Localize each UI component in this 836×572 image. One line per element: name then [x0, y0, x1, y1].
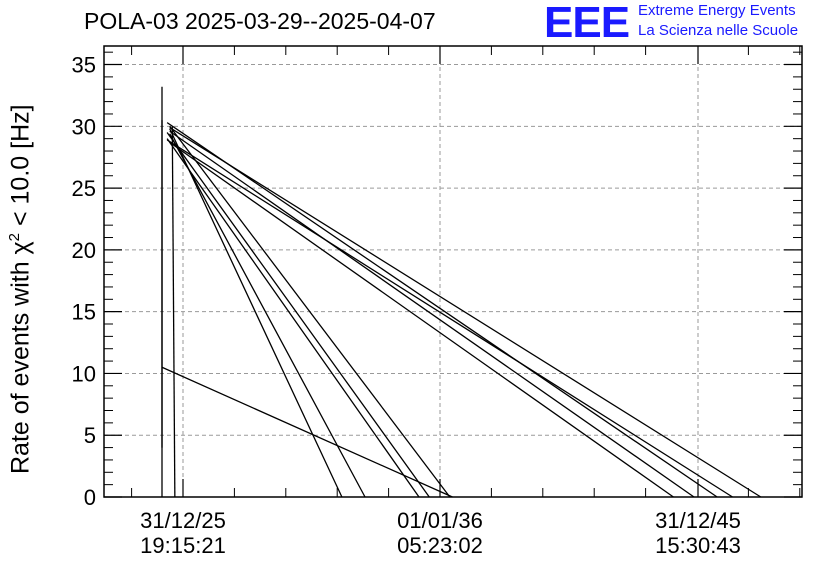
- logo-line-2: La Scienza nelle Scuole: [638, 22, 799, 39]
- data-line-segment: [169, 130, 695, 498]
- x-tick-date: 31/12/25: [140, 508, 226, 533]
- data-line-segment: [169, 141, 674, 498]
- data-line-segment: [166, 132, 430, 498]
- y-tick-label: 30: [72, 114, 96, 139]
- data-line-segment: [166, 139, 733, 498]
- axis-ticks: 0 5 10 15 20 25 30 35: [72, 46, 802, 510]
- data-line-segment: [166, 138, 420, 498]
- data-lines: [161, 86, 762, 498]
- x-tick-time: 15:30:43: [655, 533, 741, 558]
- y-axis-label: Rate of events with χ2 < 10.0 [Hz]: [6, 104, 35, 474]
- y-axis-label-sup: 2: [6, 232, 23, 242]
- y-tick-label: 20: [72, 238, 96, 263]
- data-line-segment: [169, 126, 762, 498]
- y-tick-label: 0: [84, 485, 96, 510]
- chart-title: POLA-03 2025-03-29--2025-04-07: [84, 8, 436, 34]
- logo-line-1: Extreme Energy Events: [638, 2, 796, 19]
- data-line-segment: [171, 126, 176, 498]
- y-tick-label: 25: [72, 176, 96, 201]
- x-tick-time: 19:15:21: [140, 533, 226, 558]
- data-line-segment: [169, 128, 343, 498]
- x-tick-time: 05:23:02: [397, 533, 483, 558]
- y-tick-label: 15: [72, 300, 96, 325]
- data-line-segment: [169, 133, 366, 498]
- x-tick-date: 31/12/45: [655, 508, 741, 533]
- data-line-segment: [161, 366, 453, 498]
- y-tick-label: 35: [72, 53, 96, 78]
- x-tick-label: 31/12/45 15:30:43: [618, 508, 778, 558]
- y-tick-label: 5: [84, 423, 96, 448]
- grid-lines: [104, 46, 802, 497]
- x-tick-label: 31/12/25 19:15:21: [103, 508, 263, 558]
- y-tick-label: 10: [72, 361, 96, 386]
- x-tick-label: 01/01/36 05:23:02: [360, 508, 520, 558]
- eee-logo-mark: EEE: [544, 0, 630, 47]
- x-tick-date: 01/01/36: [397, 508, 483, 533]
- y-axis-label-suffix: < 10.0 [Hz]: [6, 104, 35, 233]
- data-line-segment: [169, 125, 451, 498]
- y-axis-label-prefix: Rate of events with: [6, 254, 35, 474]
- eee-logo: EEE Extreme Energy Events La Scienza nel…: [544, 0, 834, 46]
- y-axis-label-symbol: χ: [6, 241, 35, 255]
- data-line-segment: [166, 122, 718, 498]
- plot-frame: [103, 45, 803, 498]
